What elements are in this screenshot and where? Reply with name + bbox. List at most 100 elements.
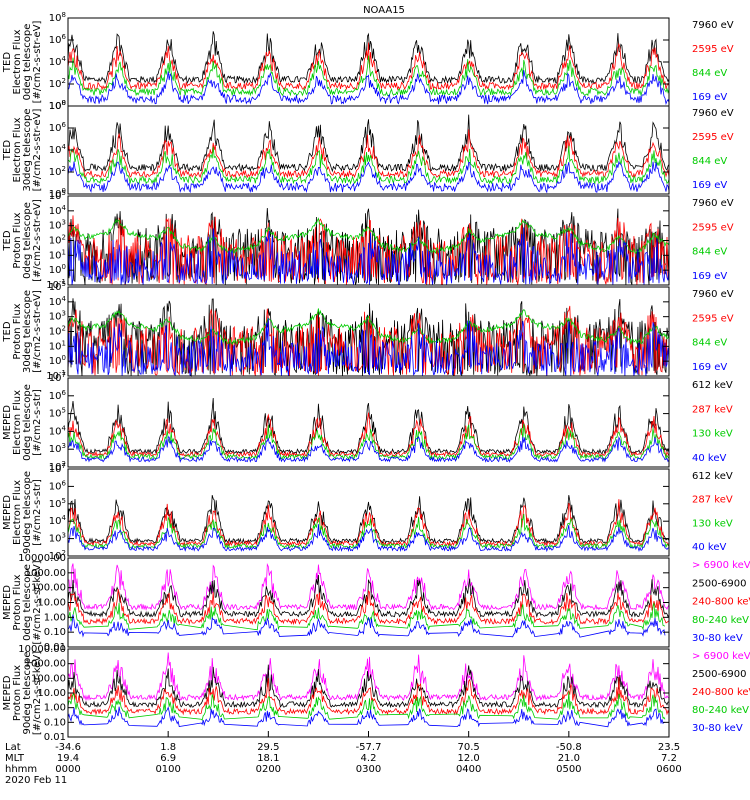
y-tick-label: 106	[49, 33, 67, 46]
series-trace-1	[67, 114, 670, 173]
y-label-line: MEPED	[2, 495, 13, 530]
legend-entry: 612 keV	[692, 471, 733, 482]
legend: 7960 eV 2595 eV 844 eV 169 eV	[692, 20, 734, 103]
x-tick-label-hhmm: 0200	[256, 764, 281, 775]
y-tick-label: 105	[49, 497, 66, 510]
series-trace-1	[67, 31, 670, 85]
y-tick-label: 10.00	[37, 688, 66, 699]
x-tick-label-lat: -34.6	[55, 742, 81, 753]
legend-entry: 2595 eV	[692, 313, 734, 324]
y-tick-label: 104	[49, 424, 67, 437]
series-trace-5	[67, 706, 666, 728]
series-trace-3	[67, 55, 670, 97]
legend-entry: 612 keV	[692, 380, 733, 391]
y-tick-label: 0.01	[44, 642, 66, 653]
y-axis-label: TEDProton Flux30deg telescope[#/cm2-s-st…	[2, 290, 43, 373]
y-label-line: Proton Flux	[12, 665, 23, 721]
series-trace-5	[67, 614, 666, 638]
y-label-line: [#/cm2-s-str]	[32, 479, 43, 546]
legend-entry: 2500-6900	[692, 669, 747, 680]
panel-frame	[67, 468, 670, 557]
y-label-line: Electron Flux	[12, 480, 23, 545]
series-trace-4	[67, 227, 670, 286]
series-trace-1	[67, 494, 670, 545]
y-tick-label: 104	[49, 55, 67, 68]
legend-entry: > 6900 keV	[692, 560, 750, 571]
y-tick-label: 102	[49, 165, 66, 178]
legend-entry: 130 keV	[692, 518, 733, 529]
legend-entry: 40 keV	[692, 542, 726, 553]
y-label-line: Proton Flux	[12, 574, 23, 630]
series-trace-2	[67, 664, 670, 709]
series-trace-2	[67, 215, 670, 286]
y-label-line: [#/cm2-s-str]	[32, 389, 43, 456]
legend-entry: 2595 eV	[692, 222, 734, 233]
y-tick-label: 1000.00	[25, 659, 66, 670]
legend-entry: 169 eV	[692, 271, 727, 282]
legend-entry: 40 keV	[692, 453, 726, 464]
y-label-line: 90deg telescope	[22, 471, 33, 554]
legend-entry: 130 keV	[692, 429, 733, 440]
series-trace-2	[67, 412, 670, 458]
y-tick-label: 103	[49, 219, 66, 232]
x-tick-label-hhmm: 0500	[556, 764, 581, 775]
y-tick-label: 107	[49, 462, 66, 475]
series-trace-3	[67, 308, 670, 346]
series-trace-2	[67, 499, 670, 547]
series-trace-2	[67, 42, 670, 91]
x-tick-label-mlt: 19.4	[57, 753, 79, 764]
series-trace-1	[67, 562, 670, 611]
legend-entry: 30-80 keV	[692, 633, 743, 644]
y-label-line: MEPED	[2, 405, 13, 440]
legend-entry: 169 eV	[692, 92, 727, 103]
y-label-line: 0deg telescope	[22, 384, 33, 461]
y-tick-label: 107	[49, 371, 66, 384]
y-tick-label: 105	[49, 280, 66, 293]
y-tick-label: 104	[49, 143, 67, 156]
legend-entry: > 6900 keV	[692, 651, 750, 662]
y-label-line: Proton Flux	[12, 212, 23, 268]
y-tick-label: 100	[49, 354, 66, 367]
series-trace-4	[67, 602, 666, 631]
date-label: 2020 Feb 11	[5, 775, 67, 786]
y-tick-label: 105	[49, 407, 66, 420]
legend-entry: 287 keV	[692, 495, 733, 506]
y-tick-label: 108	[49, 11, 66, 24]
y-label-line: [#/cm2-s-str-eV]	[32, 21, 43, 104]
series-trace-4	[67, 524, 670, 553]
series-trace-3	[67, 676, 670, 716]
axis-row-label: MLT	[5, 753, 25, 764]
legend-entry: 287 keV	[692, 404, 733, 415]
y-tick-label: 100.00	[31, 583, 66, 594]
y-label-line: Proton Flux	[12, 303, 23, 359]
y-tick-label: 106	[49, 389, 67, 402]
legend-entry: 7960 eV	[692, 289, 734, 300]
x-tick-label-lat: 70.5	[458, 742, 480, 753]
series-trace-1	[67, 298, 670, 378]
y-label-line: 30deg telescope	[22, 290, 33, 373]
y-label-line: [#/cm2-s-str-eV]	[32, 290, 43, 373]
y-axis-label: MEPEDProton Flux90deg telescope[#/cm2-s-…	[2, 651, 43, 735]
legend: 7960 eV 2595 eV 844 eV 169 eV	[692, 108, 734, 191]
y-label-line: TED	[2, 140, 13, 161]
x-tick-label-lat: 23.5	[658, 742, 680, 753]
x-tick-label-hhmm: 0300	[356, 764, 381, 775]
legend-entry: 2595 eV	[692, 132, 734, 143]
legend-entry: 7960 eV	[692, 108, 734, 119]
legend-entry: 7960 eV	[692, 198, 734, 209]
series-trace-4	[67, 691, 666, 721]
legend-entry: 169 eV	[692, 362, 727, 373]
series-trace-4	[67, 436, 670, 463]
x-tick-label-mlt: 4.2	[361, 753, 377, 764]
y-tick-label: 104	[49, 295, 67, 308]
y-tick-label: 108	[49, 99, 66, 112]
panel-frame	[67, 377, 670, 468]
x-tick-label-mlt: 18.1	[257, 753, 279, 764]
y-label-line: [#/cm2-s-str-eV]	[32, 199, 43, 282]
axis-row-label: Lat	[5, 742, 21, 753]
